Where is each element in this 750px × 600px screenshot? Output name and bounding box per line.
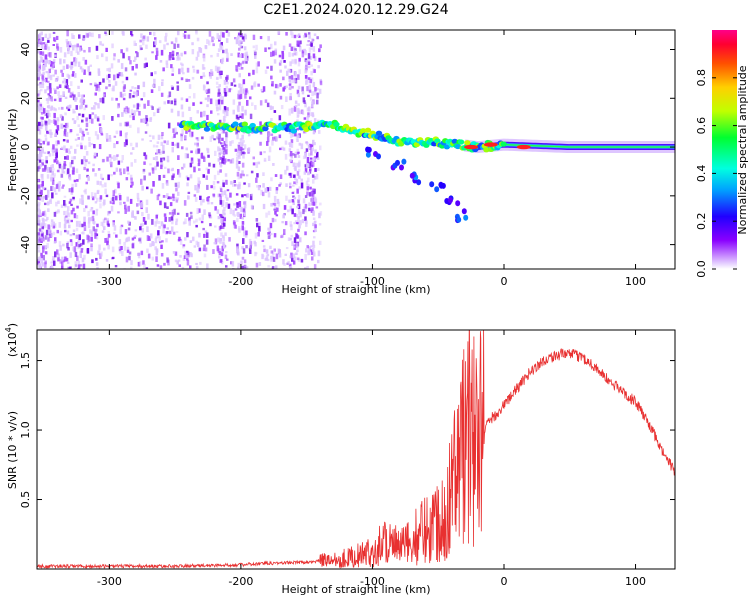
snr-x-axis-label: Height of straight line (km) — [281, 583, 430, 596]
spectrogram-y-axis-label: Frequency (Hz) — [6, 109, 19, 192]
snr-x-tick-label: 0 — [500, 575, 507, 588]
spectrogram-main-trace — [178, 119, 675, 154]
snr-x-tick-label: -300 — [97, 575, 122, 588]
colorbar: 0.0 0.2 0.4 0.6 0.8 Normalized spectral ampl… — [695, 30, 749, 278]
spectrogram-x-tick-label: -100 — [360, 275, 385, 288]
colorbar-tick-label: 0.2 — [695, 212, 708, 230]
spectrogram-y-tick-label: -40 — [19, 236, 32, 254]
spectrogram-y-tick-label: -20 — [19, 187, 32, 205]
snr-y-tick-label: 1.0 — [19, 421, 32, 439]
figure-title: C2E1.2024.020.12.29.G24 — [263, 2, 448, 18]
colorbar-tick-label: 0.0 — [695, 260, 708, 278]
spectrogram-y-tick-label: 20 — [19, 91, 32, 105]
spectrogram-y-tick-label: 0 — [19, 144, 32, 151]
colorbar-tick-label: 0.8 — [695, 69, 708, 87]
snr-x-tick-label: -200 — [228, 575, 253, 588]
snr-frame — [37, 330, 675, 569]
spectrogram-y-tick-label: 40 — [19, 43, 32, 57]
spectrogram-branch-trace — [365, 146, 469, 224]
colorbar-tick-label: 0.4 — [695, 165, 708, 183]
snr-y-axis-label: SNR (10 * v/v) — [6, 411, 19, 489]
spectrogram-panel: -300 -200 -100 0 100 40 20 0 -20 -40 Height of s… — [6, 29, 676, 296]
snr-panel: -300 -200 -100 0 100 0.5 1.0 1.5 Height of str… — [4, 323, 676, 596]
snr-x-tick-label: 100 — [625, 575, 646, 588]
colorbar-tick-label: 0.6 — [695, 117, 708, 135]
snr-multiplier: (x104) — [4, 323, 19, 357]
spectrogram-x-tick-label: -300 — [97, 275, 122, 288]
spectrogram-x-axis-label: Height of straight line (km) — [281, 283, 430, 296]
svg-text:(x104): (x104) — [4, 323, 19, 357]
snr-multiplier-base: (x10 — [6, 332, 19, 357]
spectrogram-x-tick-label: 0 — [500, 275, 507, 288]
spectrogram-x-tick-label: 100 — [625, 275, 646, 288]
colorbar-gradient — [712, 30, 737, 269]
colorbar-label: Normalized spectral amplitude — [736, 65, 749, 234]
snr-multiplier-exponent: 4 — [4, 327, 13, 332]
snr-x-tick-label: -100 — [360, 575, 385, 588]
snr-y-tick-label: 1.5 — [19, 352, 32, 370]
snr-series-line — [37, 330, 675, 569]
snr-y-tick-label: 0.5 — [19, 491, 32, 509]
spectrogram-x-tick-label: -200 — [228, 275, 253, 288]
